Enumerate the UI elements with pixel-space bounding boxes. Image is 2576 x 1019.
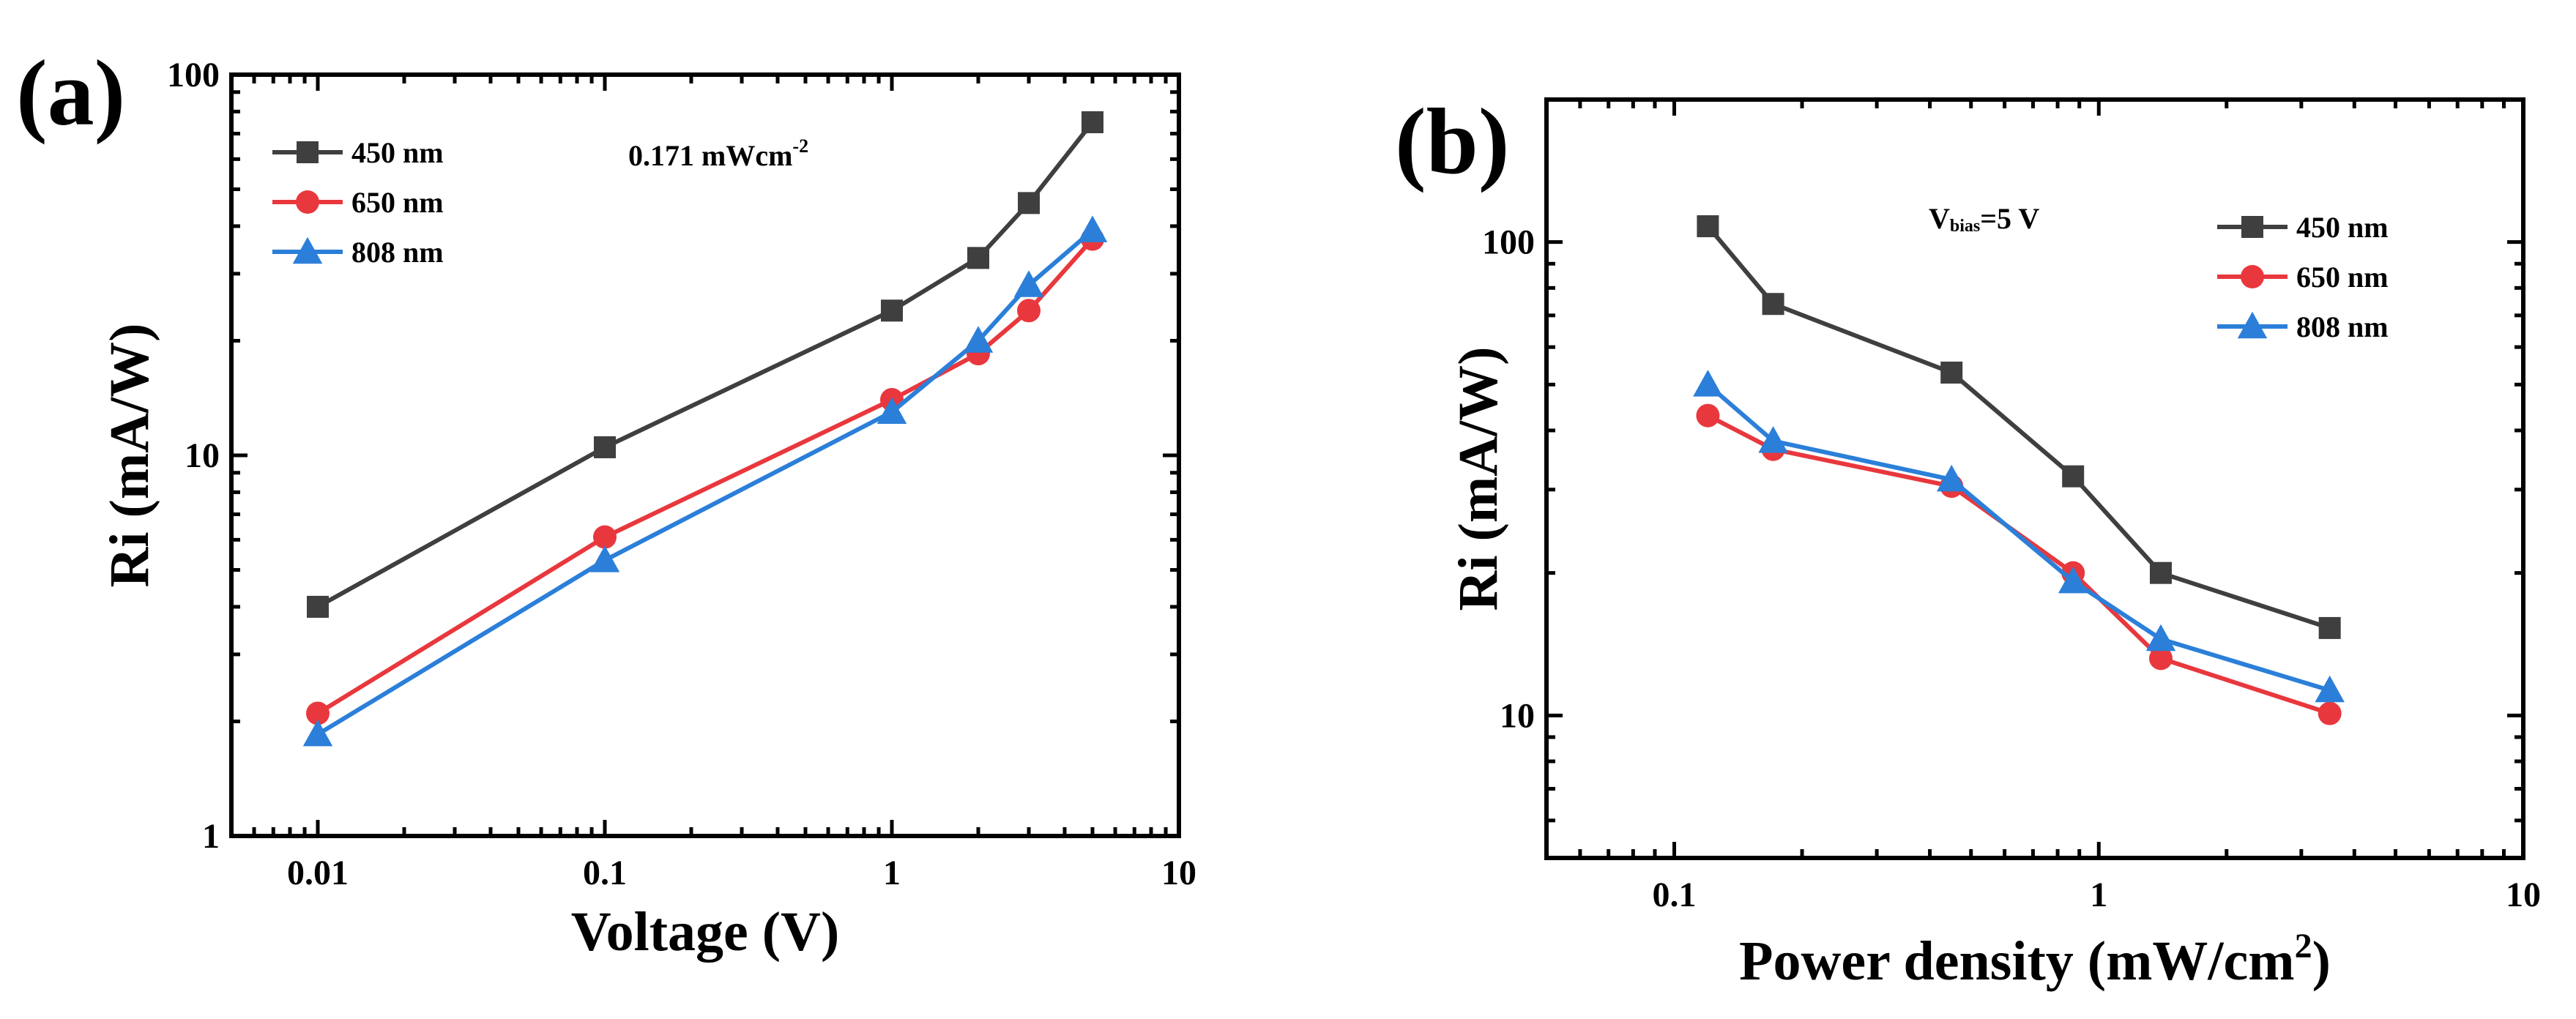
data-point [963,326,994,353]
data-point [302,719,333,747]
panel-b-xlabel: Power density (mW/cm2) [1739,927,2331,992]
data-point [1762,293,1784,316]
series-line [1706,225,2331,630]
series-450-nm [1697,215,2341,639]
series-808-nm [1693,370,2345,703]
series-808-nm [302,215,1108,747]
x-tick-label: 1 [2090,876,2107,914]
legend-item: 808 nm [2217,310,2389,343]
panel-a: (a) 0.01 0.1 1 10 1 10 100 Voltage (V) Ri (mA/… [16,41,1196,963]
data-point [2315,675,2345,703]
y-tick-label: 100 [1482,223,1535,262]
data-point [2318,616,2341,639]
data-point [881,299,904,322]
panel-a-intensity-annotation: 0.171 mWcm-2 [628,135,808,172]
legend-item: 450 nm [272,136,444,169]
panel-b-bias-annotation: Vbias=5 V [1929,202,2039,236]
data-point [307,595,330,618]
legend-label: 450 nm [351,136,444,169]
legend-label: 808 nm [351,236,444,269]
legend-item: 808 nm [272,236,444,269]
series-line [1707,414,2331,716]
series-650-nm [306,227,1104,725]
data-point [589,545,620,572]
legend-marker [2241,265,2264,288]
panel-a-ticks: 0.01 0.1 1 10 1 10 100 [167,56,1196,892]
x-tick-label: 0.01 [287,854,349,892]
series-line [316,121,1095,609]
legend-marker [296,190,319,214]
data-point [2062,465,2085,488]
panel-b-axes-frame [1544,97,2525,860]
legend-label: 808 nm [2296,310,2389,343]
data-point [1018,192,1041,214]
panel-a-annotation-sup: -2 [792,135,808,157]
panel-a-ylabel: Ri (mA/W) [99,324,160,588]
data-point [876,397,907,424]
y-tick-label: 100 [167,56,220,94]
panel-a-legend: 450 nm 650 nm 808 nm [272,136,444,269]
series-line [1706,383,2331,693]
panel-b-annotation-tail: =5 V [1980,202,2039,235]
x-tick-label: 0.1 [583,854,627,892]
panel-b-label: (b) [1395,89,1509,193]
panel-a-series [302,111,1108,747]
y-tick-label: 10 [1500,696,1535,735]
data-point [594,436,617,458]
data-point [1077,215,1108,242]
data-point [2148,646,2173,671]
y-tick-label: 1 [202,817,220,856]
x-tick-label: 10 [1161,854,1196,892]
legend-label: 650 nm [2296,261,2389,294]
data-point [967,247,990,269]
panel-b-xlabel-main: Power density (mW/cm [1739,930,2294,992]
legend-marker [292,236,323,264]
data-point [1696,403,1720,428]
panel-b: (b) 0.1 1 10 10 100 Power density (mW/cm2) R… [1395,89,2541,992]
legend-marker [2241,216,2263,238]
series-450-nm [307,111,1103,618]
panel-b-annotation-sub: bias [1950,217,1980,236]
panel-a-xlabel: Voltage (V) [571,901,840,963]
legend-label: 450 nm [2296,211,2389,244]
panel-b-annotation-main: V [1929,202,1950,235]
series-line [316,237,1095,716]
panel-b-ticks: 0.1 1 10 10 100 [1482,97,2541,914]
panel-b-legend: 450 nm 650 nm 808 nm [2217,211,2389,343]
legend-item: 450 nm [2217,211,2389,244]
legend-item: 650 nm [272,186,444,219]
data-point [2145,624,2176,652]
data-point [1758,426,1788,453]
data-point [306,701,330,725]
legend-marker [297,141,319,163]
data-point [1081,111,1103,133]
legend-item: 650 nm [2217,261,2389,294]
y-tick-label: 10 [185,436,220,475]
series-line [316,228,1094,736]
panel-b-xlabel-sup: 2 [2295,927,2312,966]
data-point [1013,270,1044,297]
x-tick-label: 1 [883,854,901,892]
panel-a-label: (a) [16,41,125,145]
series-650-nm [1696,403,2342,725]
data-point [1693,370,1723,397]
data-point [1697,215,1719,238]
x-tick-label: 10 [2506,876,2541,914]
data-point [2149,561,2172,584]
data-point [2318,701,2342,725]
panel-b-series [1693,215,2345,725]
legend-label: 650 nm [351,186,444,219]
data-point [2058,566,2088,594]
x-tick-label: 0.1 [1653,876,1697,914]
legend-marker [2237,311,2268,339]
data-point [1017,299,1041,323]
data-point [1936,464,1967,492]
data-point [593,525,617,549]
panel-a-annotation-main: 0.171 mWcm [628,139,792,172]
panel-b-xlabel-tail: ) [2312,930,2331,992]
panel-b-ylabel: Ri (mA/W) [1448,347,1509,611]
data-point [1940,361,1963,384]
